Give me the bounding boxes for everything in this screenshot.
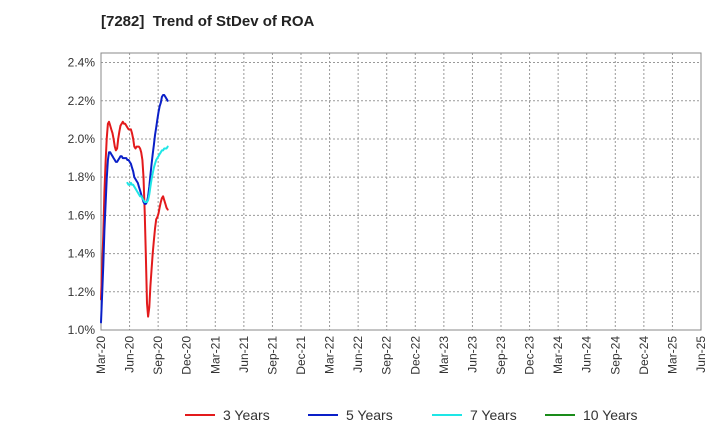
x-tick-label: Mar-20 bbox=[94, 336, 108, 374]
grid bbox=[100, 53, 702, 331]
x-tick-label: Mar-24 bbox=[551, 336, 565, 374]
x-tick-label: Dec-20 bbox=[180, 336, 194, 375]
x-tick-label: Jun-21 bbox=[237, 336, 251, 373]
y-tick-label: 2.4% bbox=[68, 56, 96, 70]
plot-area-border bbox=[100, 52, 702, 331]
x-tick-label: Jun-23 bbox=[465, 336, 479, 373]
series-line-3-years bbox=[100, 120, 169, 318]
x-tick-label: Sep-21 bbox=[265, 336, 279, 375]
x-tick-label: Mar-25 bbox=[665, 336, 679, 374]
x-tick-label: Jun-25 bbox=[694, 336, 708, 373]
series-line-7-years bbox=[126, 145, 169, 203]
x-tick-label: Dec-24 bbox=[637, 336, 651, 375]
y-tick-label: 2.2% bbox=[68, 94, 96, 108]
legend-label-5-years: 5 Years bbox=[346, 407, 393, 423]
legend-label-3-years: 3 Years bbox=[223, 407, 270, 423]
legend-label-7-years: 7 Years bbox=[470, 407, 517, 423]
y-axis-labels: 1.0% 1.2% 1.4% 1.6% 1.8% 2.0% 2.2% 2.4% bbox=[68, 56, 96, 337]
y-tick-label: 2.0% bbox=[68, 132, 96, 146]
legend-label-10-years: 10 Years bbox=[583, 407, 638, 423]
x-tick-label: Jun-20 bbox=[123, 336, 137, 373]
y-tick-label: 1.0% bbox=[68, 323, 96, 337]
y-tick-label: 1.8% bbox=[68, 170, 96, 184]
x-tick-label: Jun-24 bbox=[580, 336, 594, 373]
legend: 3 Years 5 Years 7 Years 10 Years bbox=[185, 407, 638, 423]
x-tick-label: Sep-23 bbox=[494, 336, 508, 375]
x-tick-label: Dec-22 bbox=[408, 336, 422, 375]
chart-title: [7282] Trend of StDev of ROA bbox=[101, 13, 315, 30]
series-layer bbox=[100, 94, 169, 324]
x-tick-label: Mar-22 bbox=[323, 336, 337, 374]
x-axis-labels: Mar-20 Jun-20 Sep-20 Dec-20 Mar-21 Jun-21 Sep-… bbox=[94, 336, 708, 375]
x-tick-label: Sep-24 bbox=[608, 336, 622, 375]
y-tick-label: 1.6% bbox=[68, 208, 96, 222]
x-tick-label: Dec-21 bbox=[294, 336, 308, 375]
x-tick-label: Jun-22 bbox=[351, 336, 365, 373]
y-tick-label: 1.2% bbox=[68, 285, 96, 299]
series-line-5-years bbox=[100, 94, 169, 324]
x-tick-label: Mar-23 bbox=[437, 336, 451, 374]
x-tick-label: Dec-23 bbox=[523, 336, 537, 375]
x-tick-label: Sep-22 bbox=[380, 336, 394, 375]
x-tick-label: Sep-20 bbox=[151, 336, 165, 375]
y-tick-label: 1.4% bbox=[68, 247, 96, 261]
x-tick-label: Mar-21 bbox=[208, 336, 222, 374]
